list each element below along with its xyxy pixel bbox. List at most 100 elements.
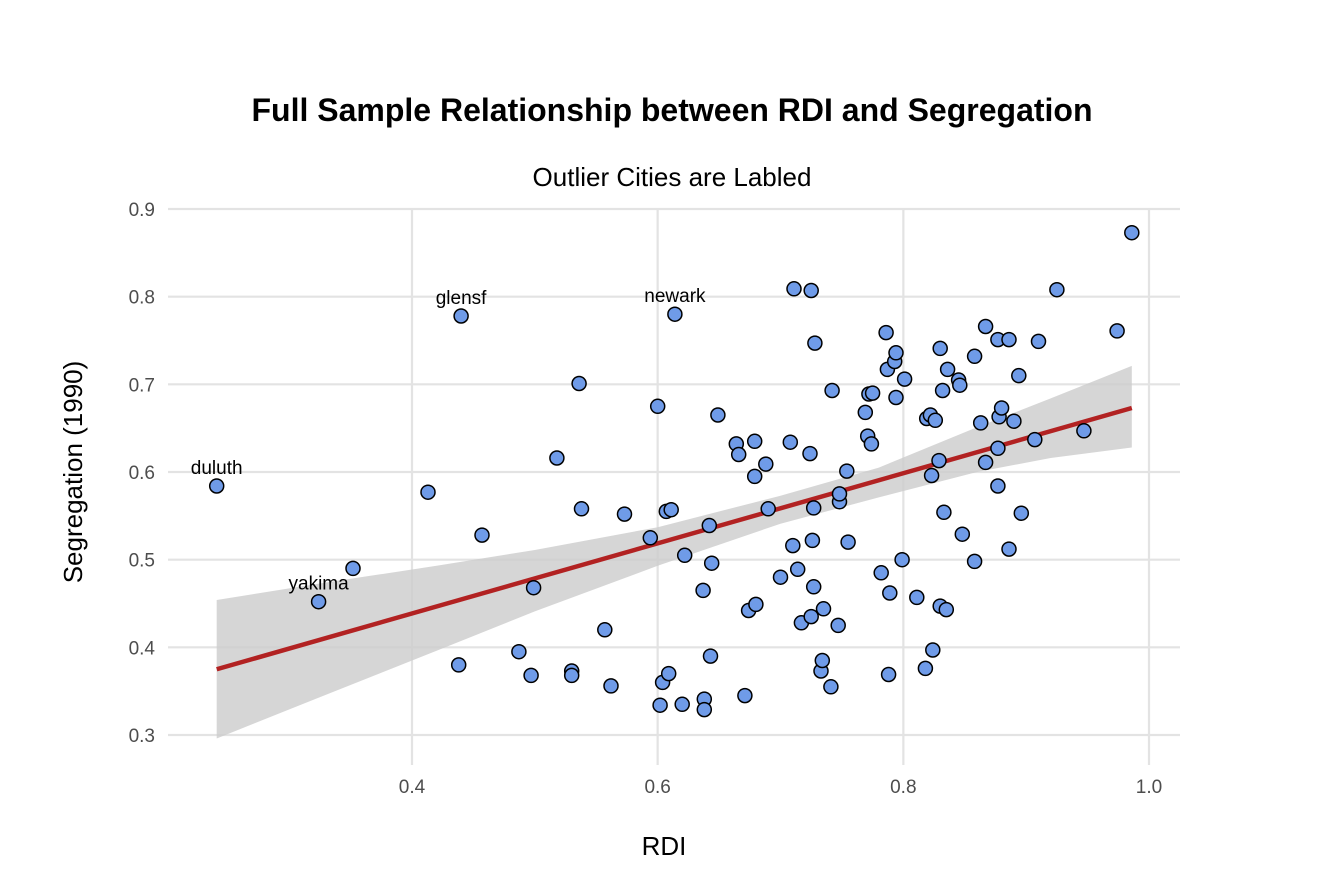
data-point bbox=[977, 454, 994, 471]
confidence-band-layer bbox=[216, 365, 1132, 739]
data-point bbox=[804, 532, 821, 549]
data-point bbox=[823, 679, 839, 695]
data-point bbox=[758, 456, 774, 472]
data-point bbox=[696, 701, 713, 718]
data-point bbox=[840, 534, 856, 550]
data-point bbox=[805, 579, 822, 595]
data-point bbox=[208, 478, 225, 494]
data-point bbox=[1109, 323, 1125, 339]
chart-subtitle: Outlier Cities are Labled bbox=[533, 162, 812, 192]
data-point bbox=[830, 617, 846, 634]
data-point bbox=[936, 504, 952, 521]
data-point bbox=[803, 282, 819, 299]
data-point bbox=[831, 486, 848, 502]
y-tick-label: 0.6 bbox=[129, 463, 155, 484]
data-point bbox=[1049, 281, 1065, 298]
data-point bbox=[450, 657, 467, 673]
data-point bbox=[888, 389, 904, 406]
data-point bbox=[909, 589, 925, 606]
x-tick-label: 0.8 bbox=[890, 777, 916, 798]
data-point bbox=[737, 687, 753, 704]
data-point bbox=[814, 652, 831, 669]
data-point bbox=[934, 382, 951, 399]
data-point bbox=[695, 582, 711, 599]
data-point bbox=[966, 348, 983, 365]
data-point bbox=[931, 452, 947, 469]
data-point bbox=[785, 537, 801, 554]
data-point bbox=[701, 517, 718, 534]
confidence-band bbox=[216, 365, 1132, 739]
data-point bbox=[803, 608, 819, 625]
data-point bbox=[703, 555, 720, 571]
data-point bbox=[474, 527, 490, 543]
data-point bbox=[966, 553, 983, 570]
outlier-label: glensf bbox=[436, 288, 487, 309]
fit-line-layer bbox=[216, 405, 1133, 672]
data-point bbox=[896, 371, 913, 387]
x-axis-label: RDI bbox=[642, 831, 687, 861]
data-point bbox=[923, 467, 940, 484]
data-point bbox=[420, 484, 436, 500]
data-point bbox=[802, 445, 818, 462]
data-point bbox=[1030, 333, 1047, 350]
data-point bbox=[993, 400, 1010, 416]
data-point bbox=[663, 501, 679, 518]
data-point bbox=[660, 665, 677, 682]
data-point bbox=[710, 407, 726, 423]
data-point bbox=[1001, 331, 1017, 348]
data-point bbox=[938, 601, 955, 618]
outlier-label: duluth bbox=[191, 458, 243, 479]
data-point bbox=[878, 324, 894, 341]
outlier-label: yakima bbox=[289, 574, 350, 595]
data-point bbox=[676, 547, 693, 564]
data-point bbox=[667, 306, 683, 322]
data-point bbox=[932, 340, 948, 357]
data-point bbox=[939, 361, 956, 378]
data-point bbox=[310, 593, 327, 610]
data-point bbox=[863, 436, 880, 452]
data-point bbox=[782, 434, 799, 450]
tick-labels: 0.3 0.4 0.5 0.6 0.7 0.8 0.9 0.4 0.6 0.8 1.0 bbox=[129, 200, 1163, 798]
x-tick-label: 0.6 bbox=[644, 777, 670, 798]
data-point bbox=[746, 468, 763, 485]
data-point bbox=[702, 648, 719, 664]
data-point bbox=[990, 440, 1006, 457]
data-point bbox=[815, 601, 832, 617]
data-point bbox=[1011, 367, 1027, 384]
y-axis-label: Segregation (1990) bbox=[58, 361, 88, 584]
data-points bbox=[208, 224, 1140, 718]
data-point bbox=[990, 478, 1006, 494]
data-point bbox=[888, 345, 904, 361]
data-point bbox=[786, 281, 802, 297]
data-point bbox=[603, 678, 619, 694]
data-point bbox=[839, 463, 855, 479]
data-point bbox=[642, 530, 659, 546]
y-tick-label: 0.5 bbox=[129, 551, 155, 572]
data-point bbox=[857, 404, 874, 421]
outlier-label: newark bbox=[644, 286, 706, 307]
data-point bbox=[573, 501, 590, 517]
data-point bbox=[730, 446, 747, 463]
data-point bbox=[807, 335, 823, 351]
data-point bbox=[972, 415, 989, 431]
data-point bbox=[760, 501, 776, 517]
data-point bbox=[789, 561, 806, 578]
data-point bbox=[523, 667, 539, 684]
data-point bbox=[917, 660, 934, 677]
data-point bbox=[977, 318, 994, 335]
outlier-labels: duluth yakima glensf newark bbox=[191, 286, 706, 595]
x-tick-label: 1.0 bbox=[1136, 777, 1162, 798]
data-point bbox=[511, 643, 527, 660]
data-point bbox=[772, 569, 789, 585]
data-point bbox=[453, 308, 469, 324]
data-point bbox=[652, 697, 668, 713]
data-point bbox=[1076, 423, 1092, 439]
data-point bbox=[674, 696, 690, 713]
data-point bbox=[525, 579, 542, 596]
data-point bbox=[925, 642, 941, 658]
data-point bbox=[649, 398, 666, 415]
data-point bbox=[746, 433, 763, 450]
y-tick-label: 0.4 bbox=[129, 638, 156, 659]
data-point bbox=[954, 526, 971, 542]
